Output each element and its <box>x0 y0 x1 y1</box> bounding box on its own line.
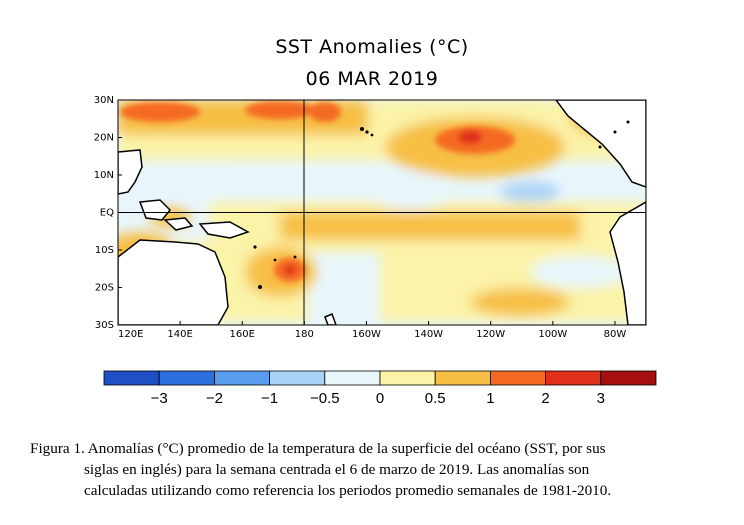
colorbar-label: −0.5 <box>310 390 340 407</box>
caption-line-1: Figura 1. Anomalías (°C) promedio de la … <box>30 440 606 457</box>
lat-label: 30S <box>95 320 114 331</box>
land-masses <box>118 100 646 325</box>
lat-label: 10S <box>95 245 114 256</box>
colorbar-label: −1 <box>261 390 278 407</box>
colorbar: −3 −2 −1 −0.5 0 0.5 1 2 3 <box>100 370 660 410</box>
colorbar-swatch <box>489 370 546 386</box>
lon-label: 120W <box>476 329 505 340</box>
colorbar-swatch <box>545 370 602 386</box>
map-ticks: 30N 20N 10N EQ 10S 20S 30S 120E 140E 160E 180 160W 1… <box>94 95 627 340</box>
lon-label: 160E <box>230 329 255 340</box>
lat-label: EQ <box>100 208 114 219</box>
colorbar-swatch <box>600 370 657 386</box>
map-date: 06 MAR 2019 <box>305 68 439 90</box>
map-title: SST Anomalies (°C) <box>275 36 469 58</box>
colorbar-swatch <box>214 370 271 386</box>
lon-label: 140W <box>414 329 443 340</box>
colorbar-label: 0.5 <box>425 390 446 407</box>
anomaly-field <box>118 100 646 325</box>
caption-line-2: siglas en inglés) para la semana centrad… <box>84 461 590 478</box>
colorbar-label: −3 <box>151 390 168 407</box>
colorbar-swatch <box>379 370 436 386</box>
colorbar-swatch <box>324 370 381 386</box>
lat-label: 20S <box>95 283 114 294</box>
sst-anomaly-map: 30N 20N 10N EQ 10S 20S 30S 120E 140E 160E 180 160W 1… <box>80 92 660 342</box>
islands <box>253 120 630 289</box>
colorbar-label: 1 <box>486 390 494 407</box>
lon-label: 140E <box>167 329 192 340</box>
colorbar-label: −2 <box>206 390 223 407</box>
colorbar-label: 0 <box>376 390 384 407</box>
colorbar-label: 3 <box>597 390 605 407</box>
figure-caption: Figura 1. Anomalías (°C) promedio de la … <box>30 438 720 501</box>
lat-label: 10N <box>94 170 114 181</box>
lat-label: 20N <box>94 133 114 144</box>
lat-label: 30N <box>94 95 114 106</box>
lon-label: 80W <box>604 329 627 340</box>
colorbar-swatch <box>269 370 326 386</box>
caption-line-3: calculadas utilizando como referencia lo… <box>84 482 612 499</box>
colorbar-swatch <box>103 370 160 386</box>
lon-label: 160W <box>352 329 381 340</box>
colorbar-label: 2 <box>541 390 549 407</box>
lon-label: 120E <box>118 329 143 340</box>
lon-label: 180 <box>295 329 314 340</box>
colorbar-swatch <box>434 370 491 386</box>
colorbar-swatch <box>158 370 215 386</box>
lon-label: 100W <box>538 329 567 340</box>
